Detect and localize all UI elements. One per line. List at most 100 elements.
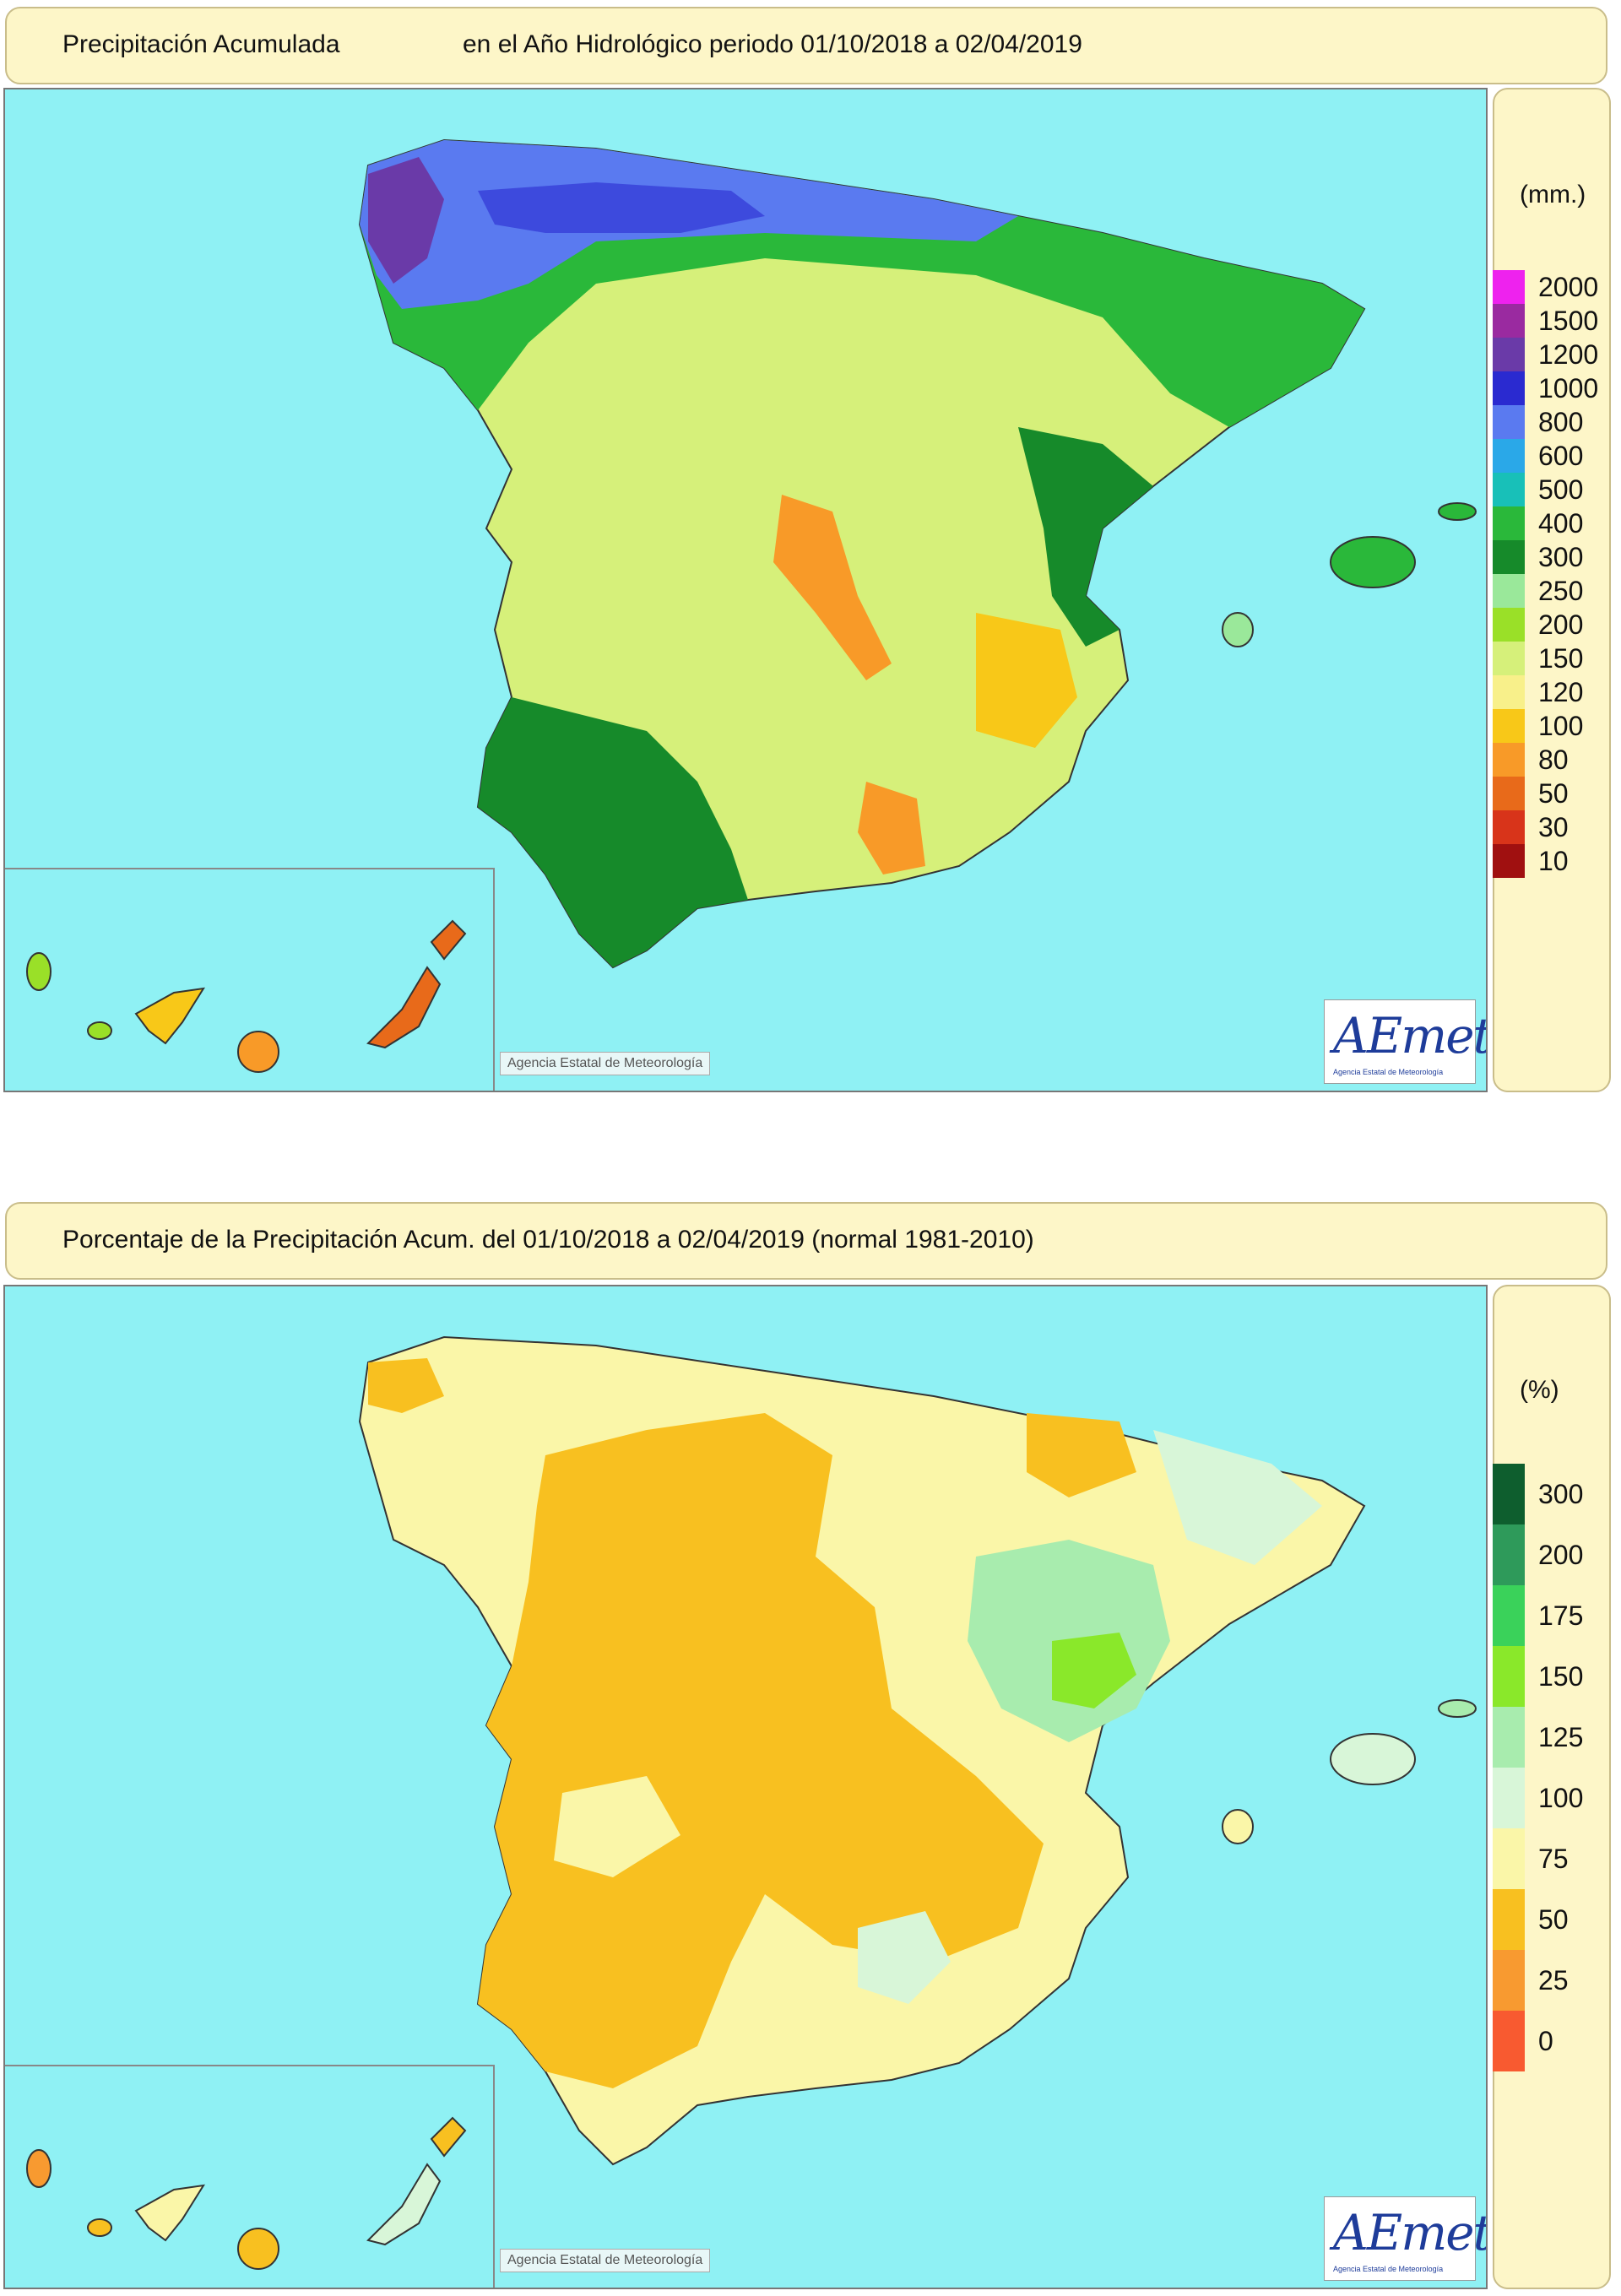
map2-legend-label: 75 bbox=[1538, 1844, 1569, 1874]
map2-legend-swatch bbox=[1493, 1646, 1525, 1707]
map1-legend-swatch bbox=[1493, 540, 1525, 574]
map1-legend-label: 80 bbox=[1538, 745, 1569, 775]
map2-canary-2 bbox=[87, 2218, 112, 2237]
map1-legend-swatch bbox=[1493, 439, 1525, 473]
map1-legend-label: 300 bbox=[1538, 542, 1584, 572]
map2-legend-swatch bbox=[1493, 1585, 1525, 1646]
map2-menorca bbox=[1438, 1699, 1477, 1718]
map1-legend-swatch bbox=[1493, 642, 1525, 675]
map2-mallorca bbox=[1330, 1733, 1416, 1785]
map1-legend-swatch bbox=[1493, 270, 1525, 304]
map2-southeast-light bbox=[858, 1911, 951, 2004]
map1-southwest-green bbox=[478, 697, 748, 967]
map2-aemet-logo: AEmet Agencia Estatal de Meteorología bbox=[1324, 2196, 1486, 2281]
map1-legend-label: 10 bbox=[1538, 846, 1569, 876]
map2-canary-6 bbox=[430, 2116, 467, 2158]
map2-legend-label: 125 bbox=[1538, 1722, 1584, 1752]
map1-legend-swatch bbox=[1493, 304, 1525, 338]
map2-legend-swatch bbox=[1493, 1707, 1525, 1768]
map1-legend-swatch bbox=[1493, 844, 1525, 878]
map2-legend-swatch bbox=[1493, 1950, 1525, 2011]
map2-legend-label: 175 bbox=[1538, 1600, 1584, 1631]
map2-percentage-map bbox=[26, 1335, 1477, 2270]
map2-legend-label: 50 bbox=[1538, 1904, 1569, 1935]
map1-legend-swatch bbox=[1493, 371, 1525, 405]
map2-canary-inset bbox=[5, 2065, 495, 2288]
map1-legend-label: 250 bbox=[1538, 576, 1584, 606]
map1-ibiza bbox=[1222, 612, 1254, 647]
map1-legend-label: 500 bbox=[1538, 474, 1584, 505]
map1-title-right: en el Año Hidrológico periodo 01/10/2018… bbox=[463, 30, 1082, 58]
map2-ibiza bbox=[1222, 1809, 1254, 1844]
map2-title: Porcentaje de la Precipitación Acum. del… bbox=[62, 1226, 1034, 1254]
map1-legend-swatch bbox=[1493, 743, 1525, 777]
map1-legend-label: 400 bbox=[1538, 508, 1584, 539]
map1-legend-label: 800 bbox=[1538, 407, 1584, 437]
map1-frame: Agencia Estatal de Meteorología AEmet Ag… bbox=[3, 88, 1488, 1092]
map2-legend-label: 25 bbox=[1538, 1965, 1569, 1995]
map1-copyright: Agencia Estatal de Meteorología bbox=[500, 1052, 711, 1075]
map2-legend-swatch bbox=[1493, 1464, 1525, 1524]
map1-legend-swatch bbox=[1493, 405, 1525, 439]
map1-canary-2 bbox=[87, 1021, 112, 1040]
map2-northeast-orange bbox=[1027, 1413, 1136, 1497]
map2-legend-swatch bbox=[1493, 1828, 1525, 1889]
map2-legend-label: 200 bbox=[1538, 1540, 1584, 1570]
map2-legend-unit: (%) bbox=[1520, 1376, 1559, 1404]
map1-title-left: Precipitación Acumulada bbox=[62, 30, 340, 58]
map1-legend-swatch bbox=[1493, 608, 1525, 642]
map1-canary-5 bbox=[366, 966, 442, 1049]
map1-aemet-logo: AEmet Agencia Estatal de Meteorología bbox=[1324, 999, 1486, 1084]
map2-legend-label: 100 bbox=[1538, 1783, 1584, 1813]
map2-east-darkgreen bbox=[1052, 1633, 1136, 1708]
map1-legend-swatch bbox=[1493, 675, 1525, 709]
map2-legend-label: 150 bbox=[1538, 1661, 1584, 1692]
map2-legend-swatch bbox=[1493, 1524, 1525, 1585]
map1-legend-label: 1000 bbox=[1538, 373, 1599, 403]
map1-canary-3 bbox=[134, 987, 205, 1045]
map1-canary-4 bbox=[237, 1031, 279, 1073]
map1-legend-label: 1200 bbox=[1538, 339, 1599, 370]
map2-canary-1 bbox=[26, 2149, 52, 2188]
map1-canary-6 bbox=[430, 919, 467, 961]
map2-logo-text: AEmet bbox=[1333, 2204, 1488, 2261]
map1-south-orange bbox=[858, 782, 925, 875]
map1-legend-swatch bbox=[1493, 338, 1525, 371]
map1-legend-label: 150 bbox=[1538, 643, 1584, 674]
map1-legend-swatch bbox=[1493, 473, 1525, 506]
map1-legend-label: 200 bbox=[1538, 609, 1584, 640]
map1-menorca bbox=[1438, 502, 1477, 521]
map2-copyright: Agencia Estatal de Meteorología bbox=[500, 2249, 711, 2272]
map1-legend-swatch bbox=[1493, 777, 1525, 810]
map2-title-bar: Porcentaje de la Precipitación Acum. del… bbox=[5, 1202, 1607, 1280]
map2-canary-5 bbox=[366, 2163, 442, 2246]
map2-logo-sub: Agencia Estatal de Meteorología bbox=[1333, 2265, 1444, 2273]
map1-legend-unit: (mm.) bbox=[1520, 181, 1586, 208]
map1-galicia-purple bbox=[368, 157, 444, 284]
map2-legend-swatch bbox=[1493, 2011, 1525, 2071]
map2-frame: Agencia Estatal de Meteorología AEmet Ag… bbox=[3, 1285, 1488, 2289]
map1-legend-swatch bbox=[1493, 574, 1525, 608]
map1-legend-swatch bbox=[1493, 810, 1525, 844]
map1-legend-swatch bbox=[1493, 506, 1525, 540]
map1-mallorca bbox=[1330, 536, 1416, 588]
map2-legend-swatch bbox=[1493, 1768, 1525, 1828]
map1-legend-swatch bbox=[1493, 709, 1525, 743]
map1-canary-1 bbox=[26, 952, 52, 991]
map1-east-green bbox=[1018, 427, 1153, 647]
map1-legend-label: 600 bbox=[1538, 441, 1584, 471]
map1-cantabria-blue bbox=[478, 182, 765, 233]
map1-logo-text: AEmet bbox=[1333, 1007, 1488, 1064]
map1-legend-label: 100 bbox=[1538, 711, 1584, 741]
map1-precipitation-map bbox=[26, 138, 1477, 1073]
map1-center-orange bbox=[773, 495, 892, 680]
map1-logo-sub: Agencia Estatal de Meteorología bbox=[1333, 1068, 1444, 1076]
map2-center-light bbox=[554, 1776, 680, 1877]
map1-legend-label: 2000 bbox=[1538, 272, 1599, 302]
map1-legend-label: 120 bbox=[1538, 677, 1584, 707]
map1-southeast-yellow bbox=[976, 613, 1077, 748]
map1-legend-label: 30 bbox=[1538, 812, 1569, 842]
map2-galicia-orange bbox=[368, 1358, 444, 1413]
map1-title-bar: Precipitación Acumulada en el Año Hidrol… bbox=[5, 7, 1607, 84]
map2-legend-label: 0 bbox=[1538, 2026, 1553, 2056]
